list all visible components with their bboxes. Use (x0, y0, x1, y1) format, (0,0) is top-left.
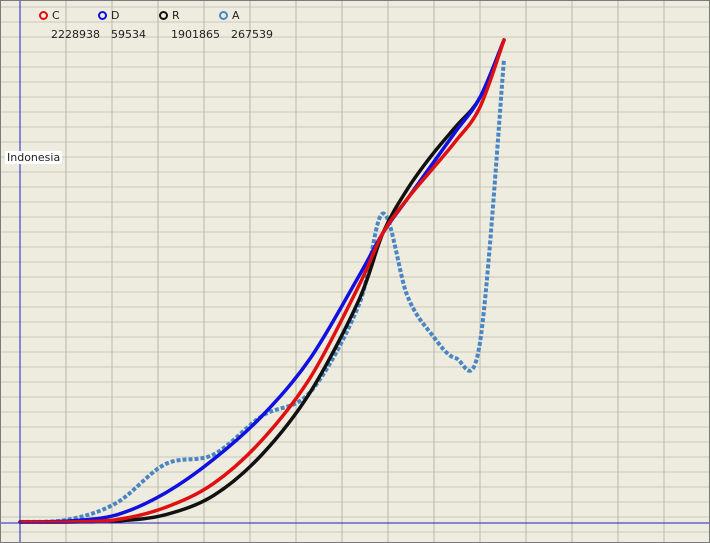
legend-item-A: A (219, 9, 240, 22)
country-label: Indonesia (5, 151, 63, 164)
legend-key: A (232, 9, 240, 22)
series-line-R (18, 38, 506, 524)
legend-key: R (172, 9, 180, 22)
series-line-C (18, 38, 506, 524)
legend-item-D: D (98, 9, 119, 22)
legend-value-R: 1901865 (171, 28, 220, 41)
legend-value-D: 59534 (111, 28, 146, 41)
series-group (18, 38, 506, 524)
legend-value-A: 267539 (231, 28, 273, 41)
legend-marker-icon (219, 11, 228, 20)
legend-marker-icon (159, 11, 168, 20)
legend-key: C (52, 9, 60, 22)
legend-marker-icon (39, 11, 48, 20)
legend-marker-icon (98, 11, 107, 20)
legend-value-C: 2228938 (51, 28, 100, 41)
legend-key: D (111, 9, 120, 22)
series-line-D (18, 38, 506, 524)
legend-item-R: R (159, 9, 180, 22)
legend-item-C: C (39, 9, 60, 22)
